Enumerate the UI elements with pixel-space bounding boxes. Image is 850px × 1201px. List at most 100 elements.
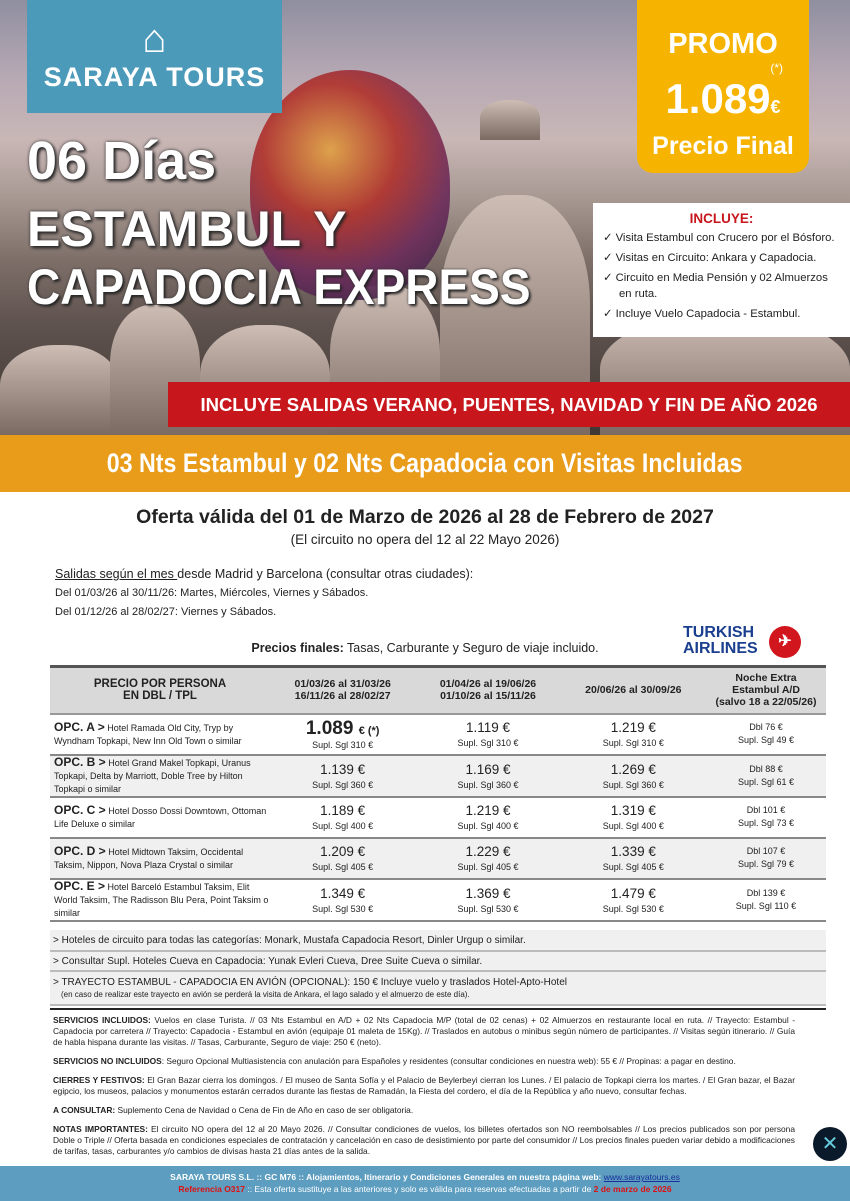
price: 1.229 € — [465, 844, 511, 859]
trip-title-line2: CAPADOCIA EXPRESS — [27, 259, 531, 315]
note-paragraph: NOTAS IMPORTANTES: El circuito NO opera … — [53, 1124, 795, 1157]
hotel-list: Hotel Grand Makel Topkapi, Uranus Topkap… — [54, 757, 251, 794]
header-extra-night: Noche Extra Estambul A/D (salvo 18 a 22/… — [706, 666, 826, 715]
season-1-cell: 1.139 € Supl. Sgl 360 € — [270, 754, 416, 798]
single-supplement: Supl. Sgl 530 € — [457, 903, 519, 914]
hot-air-balloon — [250, 70, 450, 300]
extra-night-cell: Dbl 76 € Supl. Sgl 49 € — [706, 713, 826, 756]
single-supplement: Supl. Sgl 310 € — [602, 738, 664, 748]
flight-option: > TRAYECTO ESTAMBUL - CAPADOCIA EN AVIÓN… — [50, 972, 826, 1006]
season-3-cell: 1.339 € Supl. Sgl 405 € — [560, 837, 706, 880]
season-3-cell: 1.219 € Supl. Sgl 310 € — [560, 713, 706, 756]
extra-sgl: Supl. Sgl 61 € — [737, 776, 795, 787]
extra-night-cell: Dbl 139 € Supl. Sgl 110 € — [706, 878, 826, 922]
season-2-cell: 1.169 € Supl. Sgl 360 € — [415, 754, 561, 798]
price: 1.169 € — [465, 761, 511, 777]
price: 1.219 € — [465, 803, 511, 818]
season-1-cell: 1.089 € (*) Supl. Sgl 310 € — [270, 713, 416, 756]
single-supplement: Supl. Sgl 530 € — [312, 903, 374, 914]
note-label: CIERRES Y FESTIVOS: — [53, 1075, 145, 1085]
table-row: OPC. C > Hotel Dosso Dossi Downtown, Ott… — [50, 796, 826, 839]
prices-note: Precios finales: Tasas, Carburante y Seg… — [0, 641, 850, 655]
price: 1.339 € — [610, 844, 656, 859]
footer-company: SARAYA TOURS S.L. :: GC M76 :: Alojamien… — [170, 1172, 604, 1182]
footer: SARAYA TOURS S.L. :: GC M76 :: Alojamien… — [0, 1166, 850, 1201]
single-supplement: Supl. Sgl 360 € — [312, 779, 374, 790]
notes: SERVICIOS INCLUIDOS: Vuelos en clase Tur… — [53, 1015, 795, 1165]
promo-currency: € — [770, 97, 781, 117]
assistant-button[interactable]: ✕ — [813, 1127, 847, 1161]
price: 1.119 € — [465, 720, 511, 735]
prices-note-label: Precios finales: — [251, 641, 344, 655]
note-text: Suplemento Cena de Navidad o Cena de Fin… — [115, 1105, 414, 1115]
departures: Salidas según el mes desde Madrid y Barc… — [55, 565, 473, 622]
option-label: OPC. E > — [54, 878, 106, 893]
extra-dbl: Dbl 139 € — [746, 887, 786, 898]
season-1-cell: 1.209 € Supl. Sgl 405 € — [270, 837, 416, 880]
extra-dbl: Dbl 101 € — [746, 805, 786, 815]
hotel-option: OPC. B > Hotel Grand Makel Topkapi, Uran… — [50, 754, 270, 798]
departure-days: Del 01/12/26 al 28/02/27: Viernes y Sába… — [55, 606, 277, 618]
hotel-option: OPC. C > Hotel Dosso Dossi Downtown, Ott… — [50, 796, 270, 839]
single-supplement: Supl. Sgl 400 € — [602, 821, 664, 831]
turkish-airlines-logo: TURKISH AIRLINES ✈ — [683, 625, 803, 661]
note-label: A CONSULTAR: — [53, 1105, 116, 1115]
extra-sgl: Supl. Sgl 49 € — [737, 735, 795, 745]
promo-asterisk: (*) — [770, 61, 783, 75]
table-row: OPC. D > Hotel Midtown Taksim, Occidenta… — [50, 837, 826, 880]
note-text: : Seguro Opcional Multiasistencia con an… — [161, 1056, 736, 1066]
flight-option-text: > TRAYECTO ESTAMBUL - CAPADOCIA EN AVIÓN… — [53, 977, 567, 988]
website-link[interactable]: www.sarayatours.es — [603, 1172, 680, 1182]
season-3-cell: 1.319 € Supl. Sgl 400 € — [560, 796, 706, 839]
cave-hotels-note: > Consultar Supl. Hoteles Cueva en Capad… — [50, 952, 826, 972]
nights-banner: 03 Nts Estambul y 02 Nts Capadocia con V… — [0, 435, 850, 492]
includes-item: ✓ Visitas en Circuito: Ankara y Capadoci… — [603, 252, 817, 264]
single-supplement: Supl. Sgl 400 € — [457, 821, 519, 831]
single-supplement: Supl. Sgl 310 € — [457, 738, 519, 748]
departures-cities: desde Madrid y Barcelona (consultar otra… — [177, 567, 474, 581]
single-supplement: Supl. Sgl 310 € — [312, 740, 374, 750]
single-supplement: Supl. Sgl 360 € — [457, 779, 519, 790]
departure-days: Del 01/03/26 al 30/11/26: Martes, Miérco… — [55, 587, 369, 599]
note-text: El circuito NO opera del 12 al 20 Mayo 2… — [53, 1124, 795, 1156]
hotel-list: Hotel Ramada Old City, Tryp by Wyndham T… — [54, 722, 242, 746]
trip-title-line1: ESTAMBUL Y — [27, 201, 347, 257]
extra-night-cell: Dbl 88 € Supl. Sgl 61 € — [706, 754, 826, 798]
note-paragraph: SERVICIOS INCLUIDOS: Vuelos en clase Tur… — [53, 1015, 795, 1048]
season-2-cell: 1.229 € Supl. Sgl 405 € — [415, 837, 561, 880]
promo-price: 1.089€ — [637, 75, 809, 131]
airline-name-1: TURKISH — [683, 624, 755, 641]
circuit-hotels-note: > Hoteles de circuito para todas las cat… — [50, 930, 826, 952]
extra-sgl: Supl. Sgl 79 € — [737, 859, 795, 869]
hotel-option: OPC. E > Hotel Barceló Estambul Taksim, … — [50, 878, 270, 922]
promo-badge: PROMO (*) 1.089€ Precio Final — [637, 0, 809, 173]
header-price: PRECIO POR PERSONA EN DBL / TPL — [50, 666, 270, 715]
price: 1.369 € — [465, 885, 511, 901]
extra-dbl: Dbl 88 € — [749, 763, 783, 774]
nights-banner-text: 03 Nts Estambul y 02 Nts Capadocia con V… — [107, 448, 743, 478]
price: 1.139 € — [320, 761, 366, 777]
season-1-cell: 1.189 € Supl. Sgl 400 € — [270, 796, 416, 839]
includes-heading: INCLUYE: — [689, 211, 754, 226]
flight-option-note: (en caso de realizar este trayecto en av… — [61, 990, 470, 999]
price: 1.479 € — [610, 885, 656, 901]
hotel-option: OPC. D > Hotel Midtown Taksim, Occidenta… — [50, 837, 270, 880]
promo-label: PROMO — [668, 28, 778, 60]
table-row: OPC. B > Hotel Grand Makel Topkapi, Uran… — [50, 754, 826, 798]
option-label: OPC. B > — [54, 754, 106, 769]
single-supplement: Supl. Sgl 530 € — [602, 903, 664, 914]
validity-date: 2 de marzo de 2026 — [593, 1184, 672, 1194]
price: 1.189 € — [320, 803, 366, 818]
footer-validity: :: Esta oferta sustituye a las anteriore… — [244, 1184, 594, 1194]
note-label: SERVICIOS INCLUIDOS: — [53, 1015, 151, 1025]
bird-icon: ✈ — [769, 626, 801, 658]
extra-dbl: Dbl 76 € — [749, 722, 783, 732]
extra-sgl: Supl. Sgl 73 € — [737, 818, 795, 828]
note-paragraph: A CONSULTAR: Suplemento Cena de Navidad … — [53, 1105, 795, 1116]
price-suffix: € (*) — [358, 725, 380, 737]
reference: Referencia O317 — [178, 1184, 245, 1194]
promo-subtitle: Precio Final — [652, 132, 794, 160]
note-label: SERVICIOS NO INCLUIDOS — [53, 1056, 162, 1066]
hotel-list: Hotel Barceló Estambul Taksim, Elit Worl… — [54, 881, 269, 918]
price-table: PRECIO POR PERSONA EN DBL / TPL 01/03/26… — [50, 665, 826, 922]
